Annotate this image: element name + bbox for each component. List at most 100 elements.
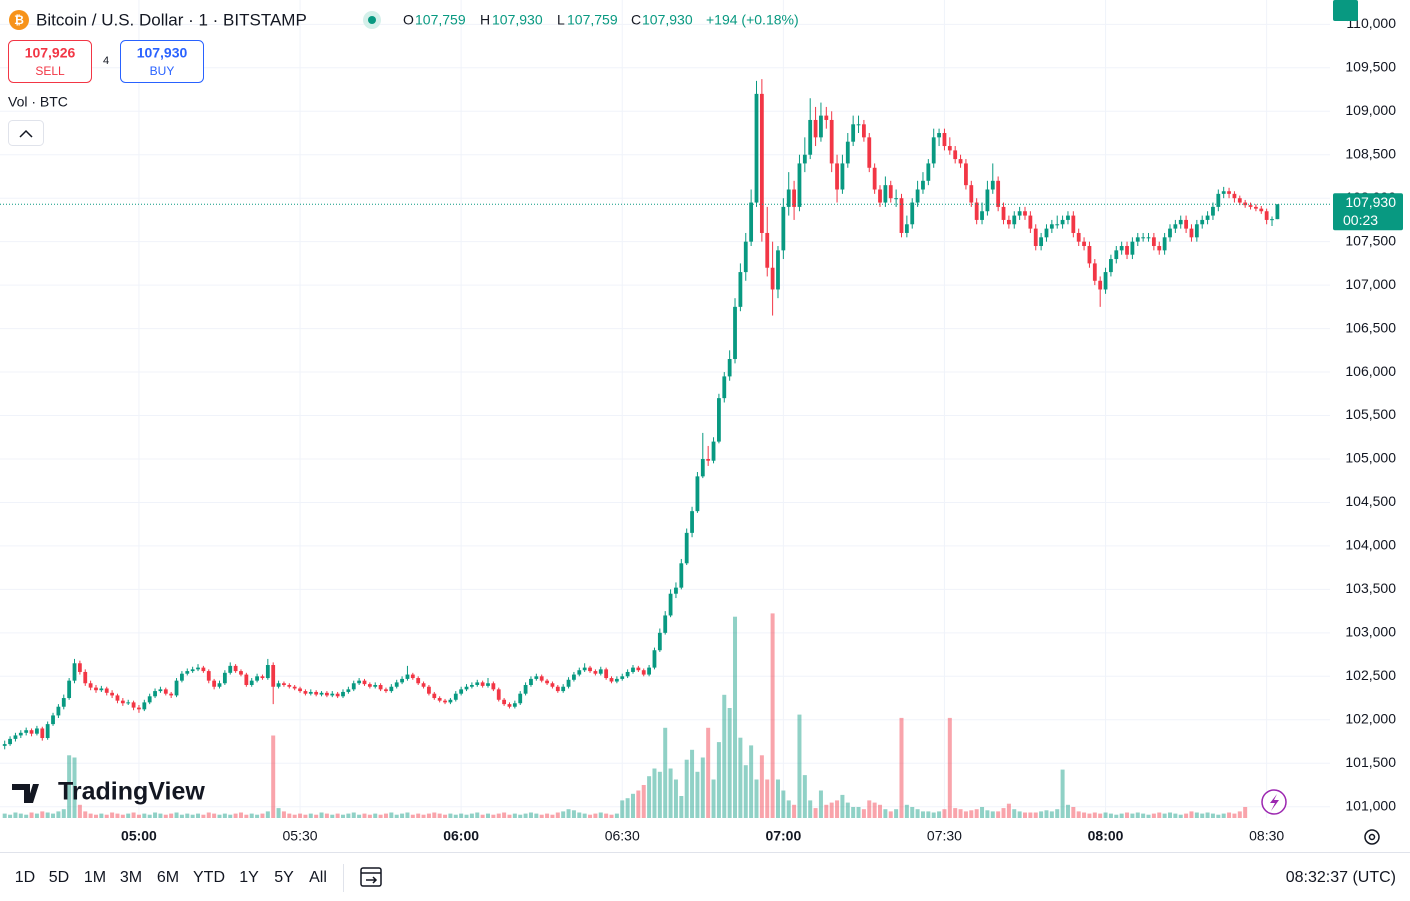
candle-body (1248, 205, 1253, 207)
volume-bar (405, 812, 410, 818)
candle-body (797, 163, 802, 207)
watermark: TradingView (58, 778, 205, 806)
y-tick-label: 104,000 (1345, 537, 1396, 553)
x-tick-label: 06:30 (605, 828, 640, 844)
y-tick-label: 103,000 (1345, 624, 1396, 640)
candle-body (1221, 191, 1226, 194)
candle-body (819, 115, 823, 138)
volume-bar (357, 814, 362, 818)
candle-body (222, 672, 227, 684)
range-button[interactable]: 6M (157, 869, 179, 886)
volume-bar (341, 814, 346, 818)
candle-body (287, 684, 292, 687)
volume-bar (786, 800, 791, 818)
candle-body (190, 669, 195, 672)
range-button[interactable]: 1D (15, 869, 35, 886)
candle-body (555, 686, 560, 692)
volume-bar (593, 813, 598, 818)
candle-body (126, 702, 131, 704)
volume-bar (711, 779, 716, 818)
volume-bar (727, 708, 732, 818)
volume-bar (963, 811, 968, 818)
range-button[interactable]: 1M (84, 869, 106, 886)
range-button[interactable]: 5Y (274, 869, 294, 886)
volume-bar (824, 804, 829, 818)
candle-body (1082, 241, 1086, 247)
candle-body (840, 163, 845, 190)
volume-bar (1216, 814, 1221, 818)
candle-body (443, 700, 447, 703)
collapse-button[interactable] (8, 120, 44, 146)
volume-bar (985, 810, 990, 818)
volume-bar (754, 779, 759, 818)
volume-bar (346, 813, 351, 818)
volume-bar (158, 813, 163, 818)
volume-bar (797, 714, 802, 818)
volume-bar (1065, 804, 1070, 818)
volume-bar (169, 813, 174, 818)
volume-bar (829, 802, 834, 818)
candle-body (1264, 211, 1269, 220)
volume-bar (1114, 814, 1119, 818)
range-button[interactable]: 3M (120, 869, 142, 886)
x-tick-label: 05:00 (121, 828, 157, 844)
candle-body (1259, 208, 1264, 212)
volume-bar (636, 790, 641, 818)
volume-bar (153, 812, 158, 818)
candle-body (980, 211, 984, 220)
candle-body (523, 684, 528, 694)
candle-body (389, 686, 394, 692)
volume-bar (571, 810, 576, 818)
candle-body (1254, 206, 1258, 209)
candle-body (367, 684, 372, 687)
volume-bar (518, 814, 523, 818)
range-button[interactable]: 1Y (239, 869, 259, 886)
candle-body (588, 667, 592, 672)
candle-body (239, 671, 243, 675)
volume-bar (104, 814, 109, 818)
volume-bar (314, 814, 319, 818)
candle-body (1087, 246, 1092, 264)
volume-bar (690, 749, 695, 818)
volume-bar (1135, 812, 1140, 818)
volume-bar (1221, 813, 1226, 818)
range-button[interactable]: 5D (49, 869, 69, 886)
candle-body (974, 202, 979, 220)
x-tick-label: 06:00 (443, 828, 479, 844)
volume-bar (770, 613, 775, 818)
volume-bar (1194, 812, 1199, 818)
volume-bar (13, 812, 18, 818)
date-range-icon[interactable] (360, 867, 382, 887)
volume-bar (480, 814, 485, 818)
candle-body (1017, 211, 1022, 216)
symbol[interactable]: Bitcoin / U.S. Dollar · 1 · BITSTAMP (36, 10, 307, 29)
candle-body (206, 671, 211, 681)
volume-bar (400, 813, 405, 818)
volume-bar (1082, 812, 1087, 818)
buy-button[interactable] (120, 40, 204, 83)
candle-body (1033, 228, 1038, 247)
candle-body (335, 693, 340, 697)
sell-button[interactable] (8, 40, 92, 83)
candle-body (534, 676, 539, 679)
y-tick-label: 104,500 (1345, 493, 1396, 509)
volume-bar (743, 765, 748, 818)
volume-bar (373, 813, 378, 818)
volume-bar (453, 814, 458, 818)
volume-bar (1071, 807, 1076, 818)
y-tick-label: 101,000 (1345, 797, 1396, 813)
settings-icon[interactable] (1364, 829, 1380, 845)
volume-bar (630, 793, 635, 818)
volume-bar (1028, 812, 1033, 818)
range-button[interactable]: All (309, 869, 327, 886)
volume-bar (668, 768, 673, 818)
candle-body (835, 163, 839, 190)
clock[interactable]: 08:32:37 (UTC) (1286, 869, 1396, 886)
candle-body (1023, 211, 1027, 216)
candle-body (1162, 237, 1167, 251)
range-button[interactable]: YTD (193, 869, 225, 886)
volume-bar (1033, 812, 1038, 818)
volume-bar (588, 814, 593, 818)
candle-body (754, 93, 759, 203)
candle-body (878, 189, 882, 203)
